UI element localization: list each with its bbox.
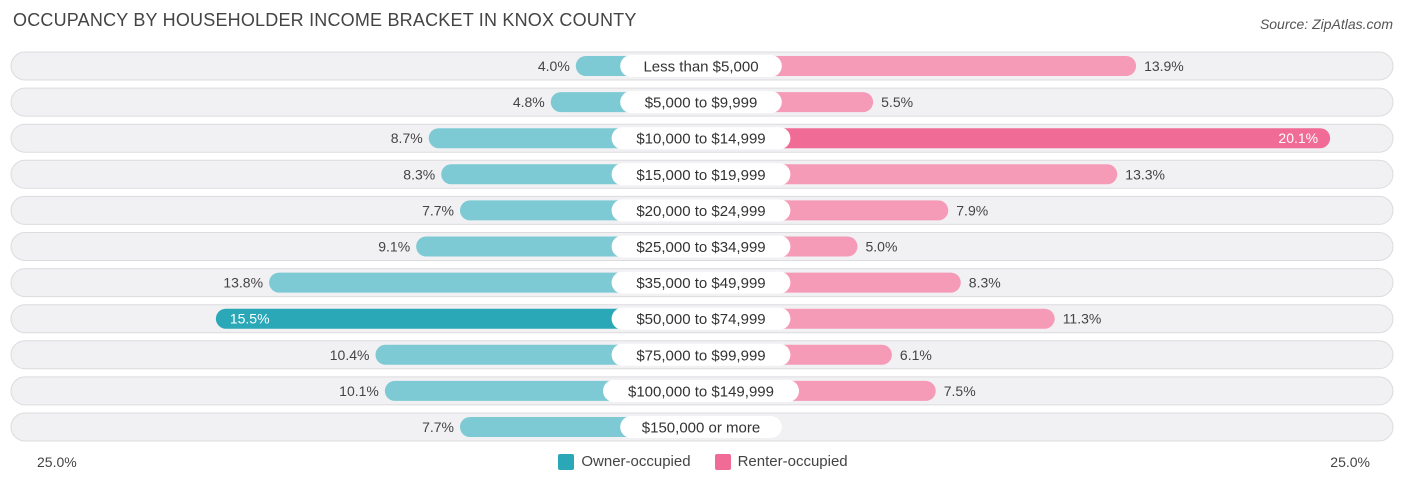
category-label: $25,000 to $34,999	[636, 239, 765, 256]
owner-value-label: 10.4%	[330, 347, 370, 363]
category-label: Less than $5,000	[643, 59, 758, 76]
renter-value-label: 11.3%	[1063, 311, 1102, 327]
renter-value-label: 13.3%	[1125, 166, 1165, 182]
renter-bar	[701, 128, 1331, 149]
legend-swatch-renter	[714, 453, 731, 470]
legend-swatch-owner	[558, 453, 575, 470]
owner-value-label: 4.8%	[513, 94, 545, 110]
category-label-pill	[620, 55, 782, 77]
owner-value-label: 8.7%	[391, 130, 423, 146]
category-label: $10,000 to $14,999	[636, 131, 765, 148]
category-label-pill	[611, 127, 791, 150]
source-credit: Source: ZipAtlas.com	[1259, 16, 1393, 32]
owner-value-label: 10.1%	[339, 383, 379, 399]
category-label-pill	[611, 343, 791, 366]
renter-value-label: 13.9%	[1144, 58, 1184, 74]
category-label-pill	[611, 235, 791, 258]
category-label: $20,000 to $24,999	[636, 203, 765, 220]
category-label-pill	[620, 416, 782, 438]
owner-bar	[215, 308, 701, 329]
renter-value-label: 7.9%	[956, 202, 988, 218]
renter-value-label: 5.5%	[881, 94, 913, 110]
owner-value-label: 13.8%	[223, 275, 263, 291]
renter-value-label: 7.5%	[944, 383, 976, 399]
renter-bar	[701, 308, 1055, 329]
category-label-pill	[620, 91, 782, 114]
owner-value-label: 4.0%	[538, 58, 570, 74]
renter-bar	[701, 56, 1137, 76]
legend-item-owner[interactable]: Owner-occupied	[558, 453, 691, 470]
legend-label-renter: Renter-occupied	[737, 453, 848, 470]
renter-value-label: 20.1%	[1278, 130, 1318, 146]
category-label-pill	[611, 307, 791, 330]
legend-item-renter[interactable]: Renter-occupied	[714, 453, 848, 470]
owner-value-label: 8.3%	[403, 166, 435, 182]
owner-value-label: 7.7%	[422, 202, 454, 218]
legend: Owner-occupied Renter-occupied	[0, 453, 1406, 470]
category-label-pill	[611, 199, 791, 222]
chart-title: OCCUPANCY BY HOUSEHOLDER INCOME BRACKET …	[13, 10, 637, 30]
category-label-pill	[611, 163, 791, 186]
renter-value-label: 8.3%	[969, 275, 1001, 291]
category-label-pill	[611, 271, 791, 294]
category-label: $35,000 to $49,999	[636, 275, 765, 292]
category-label-pill	[603, 379, 799, 402]
owner-value-label: 15.5%	[230, 311, 270, 327]
renter-value-label: 5.0%	[866, 239, 898, 255]
diverging-bar-chart: 4.0% 13.9% Less than $5,000 4.8% 5.5% $5,000 …	[10, 51, 1394, 442]
legend-label-owner: Owner-occupied	[581, 453, 691, 470]
owner-bar	[269, 272, 701, 293]
renter-value-label: 6.1%	[900, 347, 932, 363]
axis-label-left: 25.0%	[37, 454, 77, 470]
category-label: $75,000 to $99,999	[636, 347, 765, 364]
category-label: $50,000 to $74,999	[636, 311, 765, 328]
renter-bar	[701, 164, 1118, 185]
category-label: $5,000 to $9,999	[645, 95, 758, 112]
category-label: $100,000 to $149,999	[628, 383, 774, 400]
owner-value-label: 7.7%	[422, 419, 454, 435]
category-label: $150,000 or more	[642, 420, 760, 437]
owner-value-label: 9.1%	[378, 239, 410, 255]
category-label: $15,000 to $19,999	[636, 167, 765, 184]
axis-label-right: 25.0%	[1330, 454, 1370, 470]
